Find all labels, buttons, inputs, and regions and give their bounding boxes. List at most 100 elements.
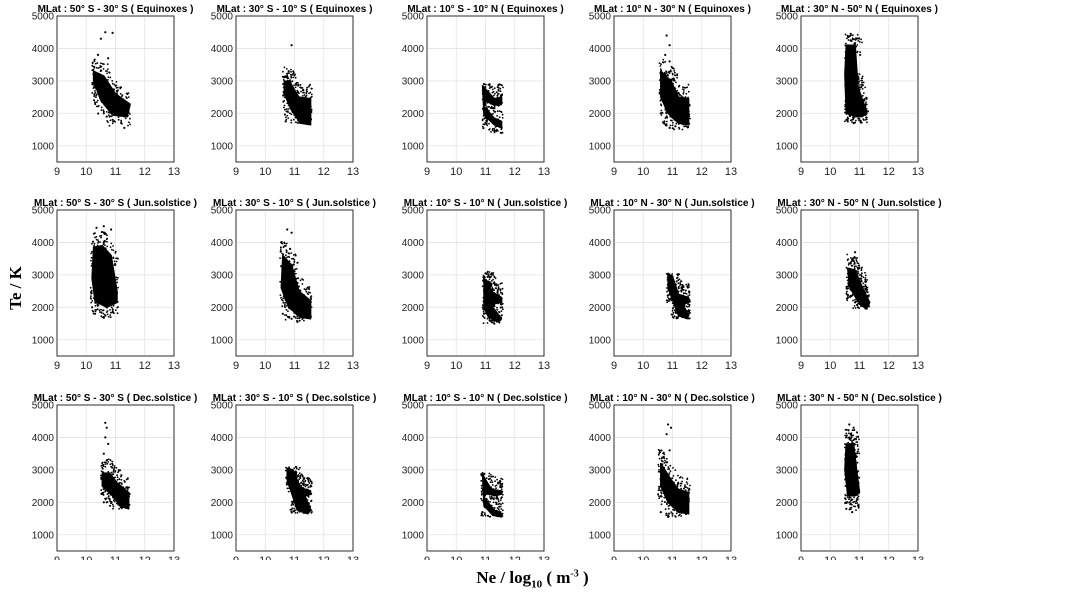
x-tick-label: 13 (725, 166, 737, 178)
data-point (116, 301, 119, 303)
data-point (290, 511, 293, 513)
data-point (284, 244, 287, 247)
data-point (501, 314, 503, 316)
data-point (857, 75, 860, 78)
data-point (865, 98, 868, 100)
data-point (128, 504, 131, 506)
data-point (855, 37, 858, 40)
data-point (482, 296, 485, 299)
y-tick-label: 1000 (589, 335, 612, 346)
data-point (675, 512, 678, 515)
data-point (494, 126, 497, 128)
data-point (864, 86, 866, 89)
data-point (480, 474, 483, 477)
data-point (852, 307, 855, 309)
data-point (292, 254, 295, 256)
data-point (851, 258, 853, 261)
data-point (497, 301, 499, 304)
data-point (98, 309, 101, 311)
x-tick-label: 10 (824, 555, 836, 560)
data-point (679, 282, 681, 284)
y-tick-label: 3000 (32, 465, 55, 476)
data-point (288, 487, 290, 490)
data-point (102, 110, 105, 113)
data-point (671, 310, 674, 312)
data-point (282, 79, 285, 81)
data-cluster (844, 44, 868, 118)
y-tick-label: 2000 (776, 109, 799, 120)
data-point (107, 76, 110, 79)
data-point (284, 303, 286, 306)
data-point (488, 515, 491, 518)
data-point (292, 315, 295, 318)
data-point (676, 485, 679, 488)
data-point (857, 495, 860, 498)
data-point (860, 86, 863, 89)
data-point (101, 464, 104, 467)
data-point (287, 70, 290, 73)
data-point (495, 503, 498, 506)
data-point (482, 107, 484, 110)
data-point (844, 44, 847, 47)
data-point (664, 508, 667, 511)
data-point (864, 278, 867, 281)
data-point (847, 44, 849, 47)
y-tick-label: 4000 (776, 433, 799, 444)
data-point (116, 479, 119, 481)
data-cluster (286, 467, 312, 515)
data-point (494, 287, 497, 289)
data-point (287, 104, 290, 107)
y-tick-label: 1000 (776, 141, 799, 152)
data-point (856, 502, 859, 504)
data-point (848, 432, 850, 435)
data-point (665, 72, 668, 75)
data-point (285, 309, 288, 311)
data-point (851, 293, 854, 296)
data-point (849, 39, 852, 41)
data-point (855, 265, 857, 267)
data-point (675, 122, 678, 125)
data-point (854, 443, 856, 446)
data-point (120, 474, 122, 476)
data-point (295, 278, 298, 280)
data-point (493, 497, 495, 499)
data-point (104, 421, 107, 424)
data-point (688, 305, 691, 307)
data-point (845, 113, 848, 115)
x-tick-label: 11 (289, 166, 300, 178)
data-point (488, 475, 490, 478)
data-point (91, 69, 94, 72)
data-point (844, 103, 847, 106)
data-point (849, 295, 851, 298)
data-point (857, 77, 860, 79)
y-tick-label: 1000 (589, 141, 612, 152)
data-point (492, 498, 495, 501)
data-point (296, 476, 299, 478)
data-point (127, 111, 130, 114)
data-point (659, 91, 662, 94)
data-point (668, 468, 671, 470)
data-point (861, 79, 863, 82)
y-tick-label: 3000 (211, 465, 234, 476)
data-point (102, 225, 105, 228)
data-point (297, 468, 300, 471)
y-tick-label: 5000 (776, 206, 799, 217)
data-point (500, 486, 503, 489)
data-point (100, 308, 102, 311)
data-point (114, 264, 117, 266)
x-tick-label: 12 (139, 360, 151, 372)
data-point (483, 505, 486, 508)
data-point (666, 299, 668, 301)
data-point (659, 112, 662, 115)
data-point (103, 461, 106, 464)
subplot-title: MLat : 50° S - 30° S ( Equinoxes ) (38, 4, 194, 15)
data-point (496, 478, 498, 481)
data-point (306, 86, 308, 89)
data-point (670, 511, 673, 513)
data-point (309, 484, 312, 487)
data-point (294, 116, 297, 119)
data-point (306, 484, 309, 486)
data-point (119, 505, 121, 507)
